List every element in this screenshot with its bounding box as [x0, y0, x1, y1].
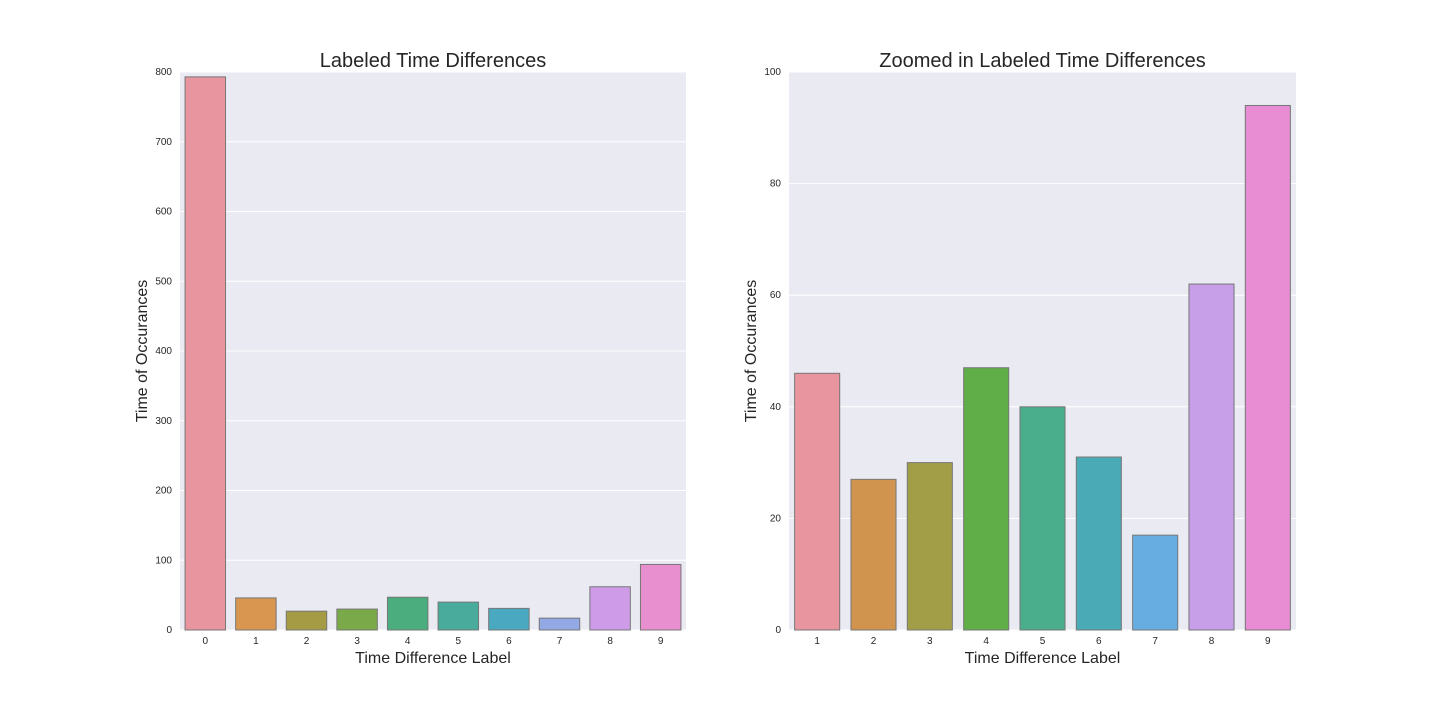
chart1-ytick-label: 600	[155, 207, 172, 218]
chart1-xtick-label: 8	[607, 636, 613, 647]
chart2-xtick-label: 4	[983, 636, 989, 647]
chart1-xtick-label: 6	[506, 636, 512, 647]
chart1-bar-2	[285, 610, 328, 631]
chart2-xtick-label: 8	[1209, 636, 1215, 647]
chart2-title: Zoomed in Labeled Time Differences	[879, 50, 1205, 72]
chart1-ytick-label: 800	[155, 67, 172, 78]
chart2-xtick-label: 2	[871, 636, 877, 647]
chart1-bar-8	[589, 586, 631, 631]
chart2-xtick-label: 6	[1096, 636, 1102, 647]
chart1-ytick-label: 100	[155, 555, 172, 566]
chart1-bar-0	[184, 76, 227, 631]
chart2-bar-9	[1244, 104, 1291, 631]
chart1-xtick-label: 5	[456, 636, 462, 647]
chart1-xtick-label: 2	[304, 636, 310, 647]
chart1-title: Labeled Time Differences	[320, 50, 546, 72]
chart2-bar-8	[1188, 283, 1235, 631]
chart2-bar-3	[906, 462, 953, 631]
chart2-bar-5	[1019, 406, 1066, 631]
chart2-xtick-label: 1	[814, 636, 820, 647]
chart2-ytick-label: 0	[775, 625, 781, 636]
chart2-bar-4	[963, 367, 1010, 631]
chart1-xtick-label: 3	[354, 636, 360, 647]
chart2-y-axis-label: Time of Occurances	[743, 280, 760, 423]
chart2-bar-6	[1075, 456, 1122, 631]
chart1-group: 0 100 200 300 400 500 600 700 800 0 1 2 3 4 5 6 7 8 9 Label…	[134, 50, 686, 667]
chart2-xtick-label: 7	[1152, 636, 1158, 647]
chart1-y-axis-label: Time of Occurances	[134, 280, 151, 423]
chart2-ytick-label: 60	[770, 290, 782, 301]
chart2-ytick-label: 40	[770, 402, 782, 413]
chart1-xtick-label: 4	[405, 636, 411, 647]
chart1-bar-5	[437, 601, 480, 631]
chart1-xtick-label: 0	[203, 636, 209, 647]
chart2-xtick-label: 3	[927, 636, 933, 647]
chart1-ytick-label: 200	[155, 486, 172, 497]
chart1-bar-1	[235, 597, 277, 631]
chart2-xtick-label: 9	[1265, 636, 1271, 647]
chart1-x-axis-label: Time Difference Label	[355, 650, 511, 667]
chart1-ytick-label: 700	[155, 137, 172, 148]
chart1-xtick-label: 1	[253, 636, 259, 647]
chart2-ytick-label: 20	[770, 513, 782, 524]
chart1-bar-6	[488, 607, 530, 631]
chart1-bar-7	[538, 617, 581, 631]
chart1-ytick-label: 300	[155, 416, 172, 427]
chart1-bar-4	[386, 596, 429, 631]
chart2-group: 0 20 40 60 80 100 1 2 3 4 5 6 7 8 9 Zoomed in Labeled T…	[743, 50, 1296, 667]
chart1-ytick-label: 400	[155, 346, 172, 357]
chart2-bar-2	[850, 478, 897, 631]
chart2-bar-7	[1132, 534, 1179, 631]
chart2-x-axis-label: Time Difference Label	[965, 650, 1121, 667]
chart2-ytick-label: 100	[764, 67, 781, 78]
chart2-bar-1	[794, 372, 841, 631]
chart1-bar-9	[639, 563, 682, 631]
chart1-xtick-label: 9	[658, 636, 664, 647]
chart1-bar-3	[336, 608, 378, 631]
chart1-xtick-label: 7	[557, 636, 563, 647]
chart2-ytick-label: 80	[770, 179, 782, 190]
chart1-ytick-label: 500	[155, 276, 172, 287]
chart1-ytick-label: 0	[166, 625, 172, 636]
chart2-xtick-label: 5	[1040, 636, 1046, 647]
